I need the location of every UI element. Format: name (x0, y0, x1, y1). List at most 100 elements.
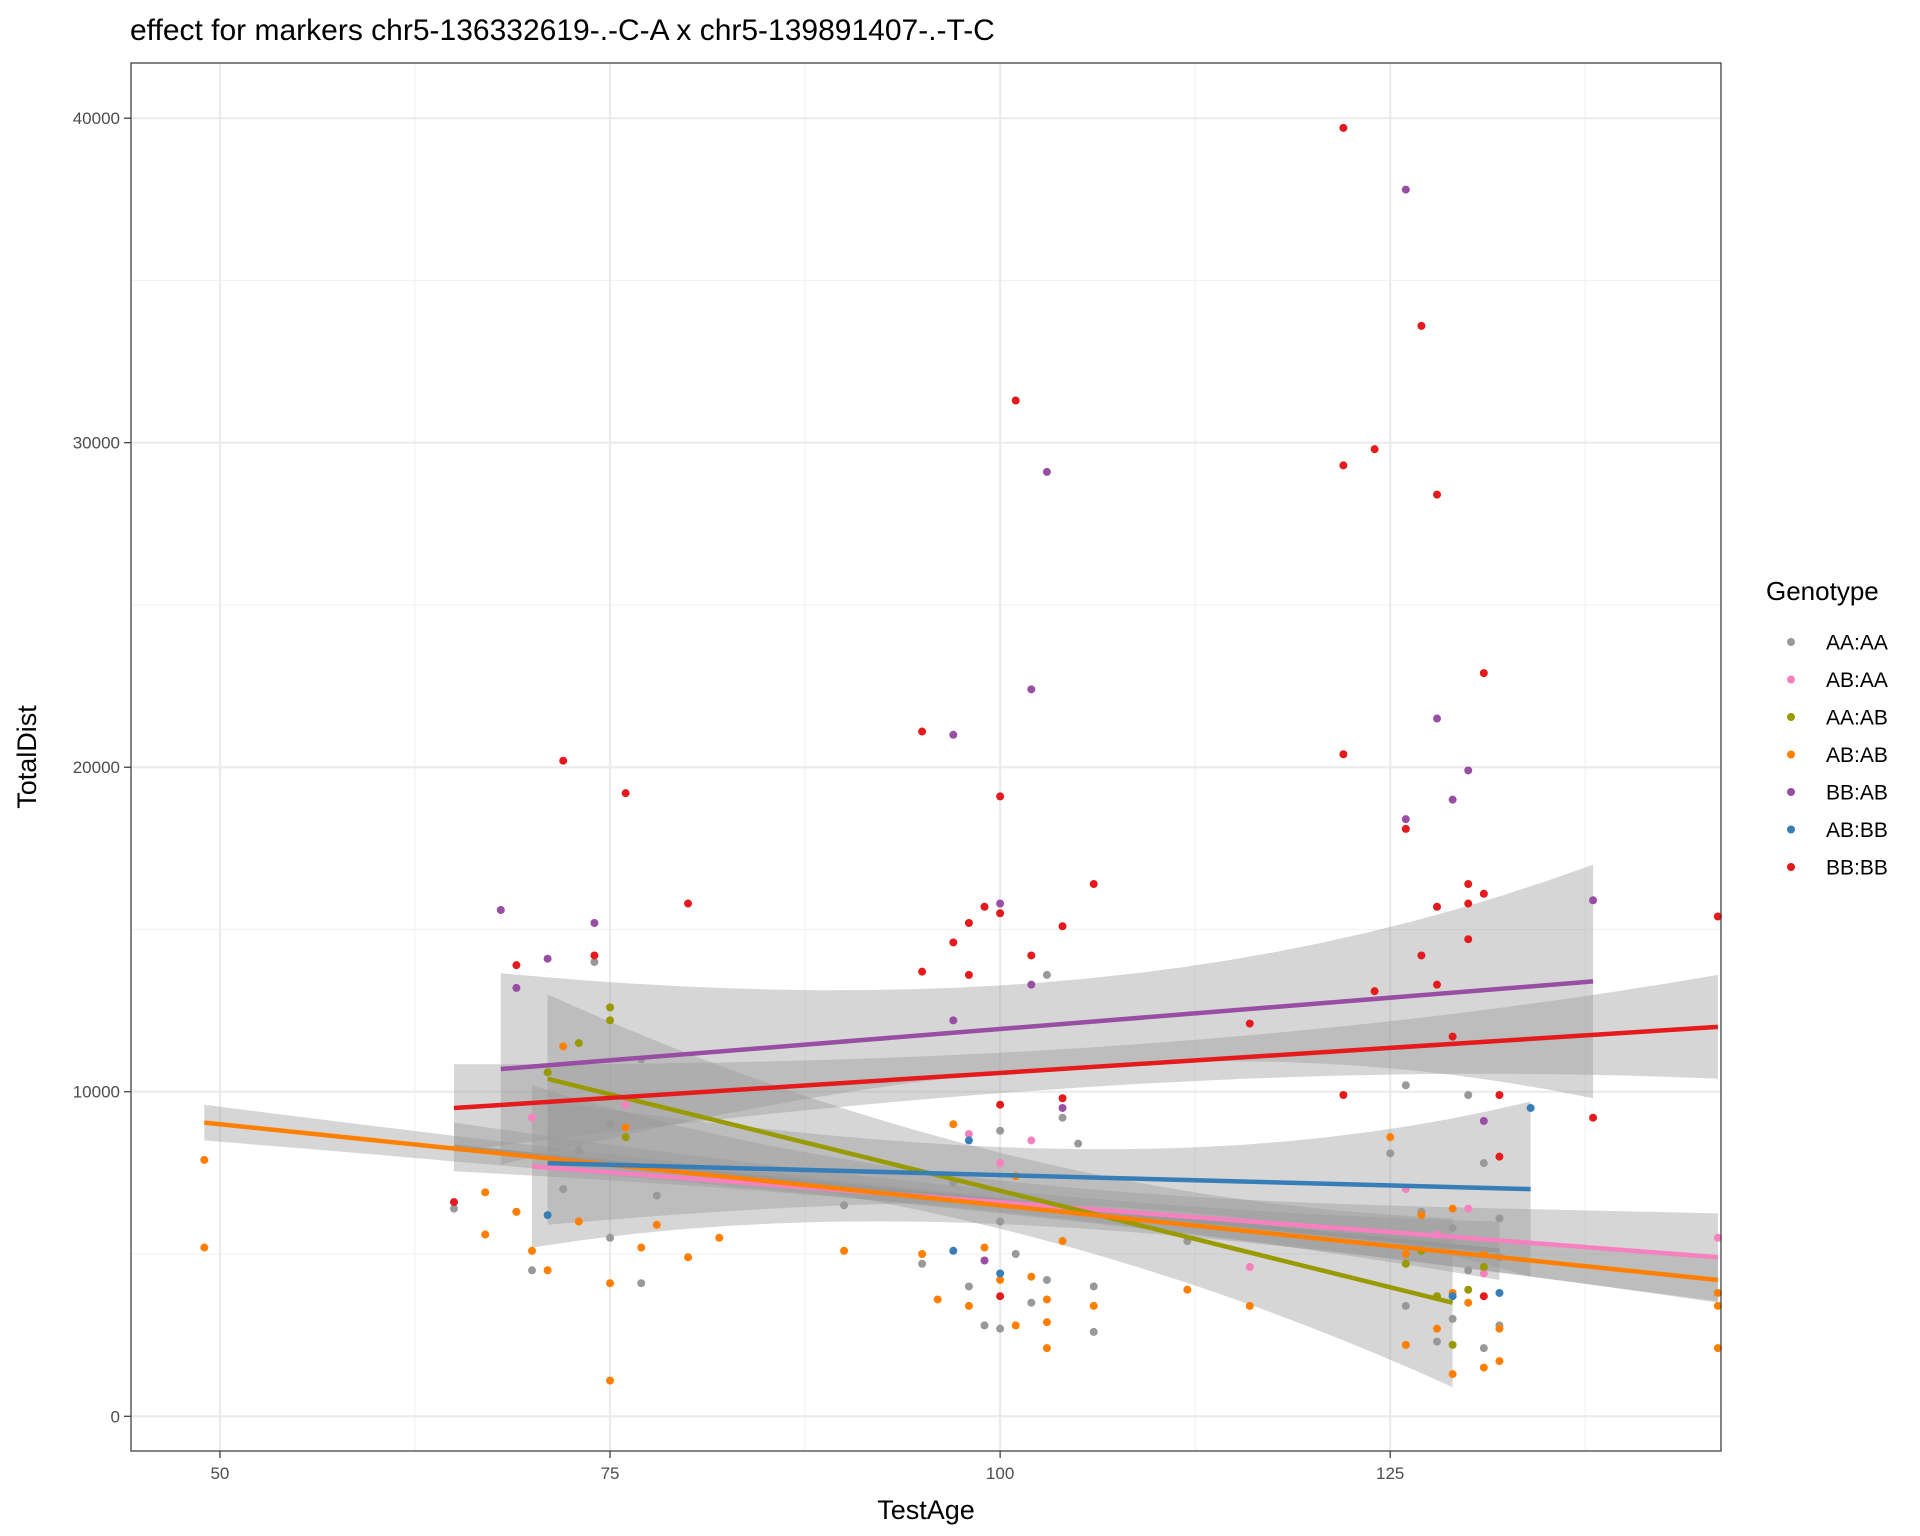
data-point-ab-ab (200, 1243, 209, 1252)
legend-key-bb-bb (1787, 863, 1795, 871)
y-tick-label: 30000 (73, 434, 120, 453)
legend-key-ab-bb (1787, 825, 1795, 834)
data-point-aa-aa (574, 1146, 583, 1155)
data-point-aa-ab (543, 1068, 552, 1077)
data-point-bb-bb (1401, 824, 1410, 833)
data-point-aa-aa (1464, 1090, 1473, 1099)
data-point-ab-ab (1027, 1272, 1036, 1281)
data-point-ab-ab (949, 1120, 958, 1129)
fit-line-bb-bb (453, 1024, 1719, 1111)
data-point-ab-ab (1464, 1298, 1473, 1307)
data-point-ab-ab (1433, 1324, 1442, 1333)
data-point-aa-aa (1464, 1266, 1473, 1275)
data-point-ab-ab (1386, 1133, 1395, 1142)
data-point-bb-ab (1058, 1103, 1067, 1112)
data-point-ab-aa (1245, 1262, 1254, 1271)
data-point-ab-ab (1042, 1318, 1051, 1327)
data-point-ab-ab (1713, 1288, 1722, 1297)
data-point-bb-bb (949, 938, 958, 947)
data-point-bb-bb (1479, 1292, 1488, 1301)
data-point-bb-bb (1089, 880, 1098, 889)
data-point-ab-ab (1183, 1285, 1192, 1294)
x-tick-label: 125 (1376, 1464, 1404, 1483)
data-point-ab-aa (964, 1129, 973, 1138)
data-point-ab-ab (933, 1295, 942, 1304)
data-point-aa-aa (1042, 970, 1051, 979)
data-point-bb-bb (1433, 490, 1442, 499)
data-point-bb-bb (1058, 922, 1067, 931)
legend-label-ab-ab: AB:AB (1826, 744, 1888, 767)
data-point-ab-ab (1448, 1370, 1457, 1379)
data-point-ab-bb (1526, 1103, 1535, 1112)
data-point-bb-bb (1589, 1113, 1598, 1122)
data-point-bb-bb (1417, 321, 1426, 330)
data-point-ab-ab (1713, 1344, 1722, 1353)
data-point-ab-aa (996, 1159, 1005, 1168)
data-point-aa-aa (559, 1185, 568, 1194)
data-point-bb-bb (621, 789, 630, 798)
data-point-ab-ab (481, 1188, 490, 1197)
data-point-aa-aa (1042, 1275, 1051, 1284)
data-point-bb-ab (949, 730, 958, 739)
legend: Genotype AA:AA AB:AA AA:AB AB:AB BB:AB AB:BB B… (1766, 576, 1888, 880)
data-point-aa-ab (574, 1039, 583, 1048)
data-point-aa-aa (1448, 1224, 1457, 1233)
data-point-ab-aa (1464, 1204, 1473, 1213)
data-point-bb-ab (1042, 467, 1051, 476)
data-point-aa-aa (1401, 1301, 1410, 1310)
data-point-ab-ab (606, 1376, 615, 1385)
plot-border (130, 62, 1722, 1452)
data-point-ab-ab (200, 1155, 209, 1164)
data-point-bb-bb (1339, 750, 1348, 759)
data-point-bb-bb (1011, 396, 1020, 405)
data-point-aa-ab (606, 1016, 615, 1025)
data-point-bb-bb (1245, 1019, 1254, 1028)
data-point-ab-ab (606, 1279, 615, 1288)
y-axis-title: TotalDist (12, 705, 42, 809)
data-point-ab-ab (1417, 1211, 1426, 1220)
data-point-ab-ab (715, 1233, 724, 1242)
data-point-bb-ab (1027, 685, 1036, 694)
data-point-ab-ab (684, 1253, 693, 1262)
fit-line-ab-bb (547, 1160, 1531, 1192)
data-point-bb-bb (980, 902, 989, 911)
data-point-ab-ab (1245, 1301, 1254, 1310)
data-point-ab-ab (481, 1230, 490, 1239)
data-point-aa-aa (918, 1259, 927, 1268)
data-point-ab-ab (1042, 1344, 1051, 1353)
data-point-aa-aa (590, 957, 599, 966)
data-point-ab-ab (1042, 1295, 1051, 1304)
data-point-aa-aa (652, 1191, 661, 1200)
chart-title: effect for markers chr5-136332619-.-C-A … (130, 14, 995, 47)
data-point-ab-ab (964, 1301, 973, 1310)
data-point-aa-aa (1089, 1282, 1098, 1291)
data-point-bb-bb (1370, 987, 1379, 996)
data-point-aa-ab (1401, 1259, 1410, 1268)
data-point-bb-bb (1495, 1152, 1504, 1161)
data-point-bb-ab (543, 954, 552, 963)
data-point-bb-ab (1401, 815, 1410, 824)
legend-label-ab-bb: AB:BB (1826, 819, 1888, 842)
data-point-bb-ab (980, 1256, 989, 1265)
data-point-aa-aa (980, 1321, 989, 1330)
data-point-aa-aa (1495, 1214, 1504, 1223)
data-point-aa-ab (606, 1003, 615, 1012)
data-point-aa-ab (621, 1133, 630, 1142)
data-point-bb-bb (1339, 461, 1348, 470)
legend-label-aa-aa: AA:AA (1826, 632, 1888, 655)
data-point-bb-ab (1464, 766, 1473, 775)
data-point-bb-bb (1479, 889, 1488, 898)
data-point-ab-ab (1479, 1363, 1488, 1372)
data-point-aa-aa (606, 1120, 615, 1129)
data-point-aa-aa (1479, 1159, 1488, 1168)
data-point-bb-bb (964, 918, 973, 927)
data-point-bb-bb (1495, 1090, 1504, 1099)
data-point-aa-aa (1074, 1139, 1083, 1148)
ci-band-ab-ab (204, 1104, 1718, 1303)
data-point-bb-ab (1401, 185, 1410, 194)
data-point-aa-aa (528, 1266, 537, 1275)
data-point-ab-ab (840, 1246, 849, 1255)
x-tick-label: 100 (986, 1464, 1014, 1483)
fit-line-bb-ab (500, 979, 1594, 1072)
y-tick-label: 40000 (73, 109, 120, 128)
